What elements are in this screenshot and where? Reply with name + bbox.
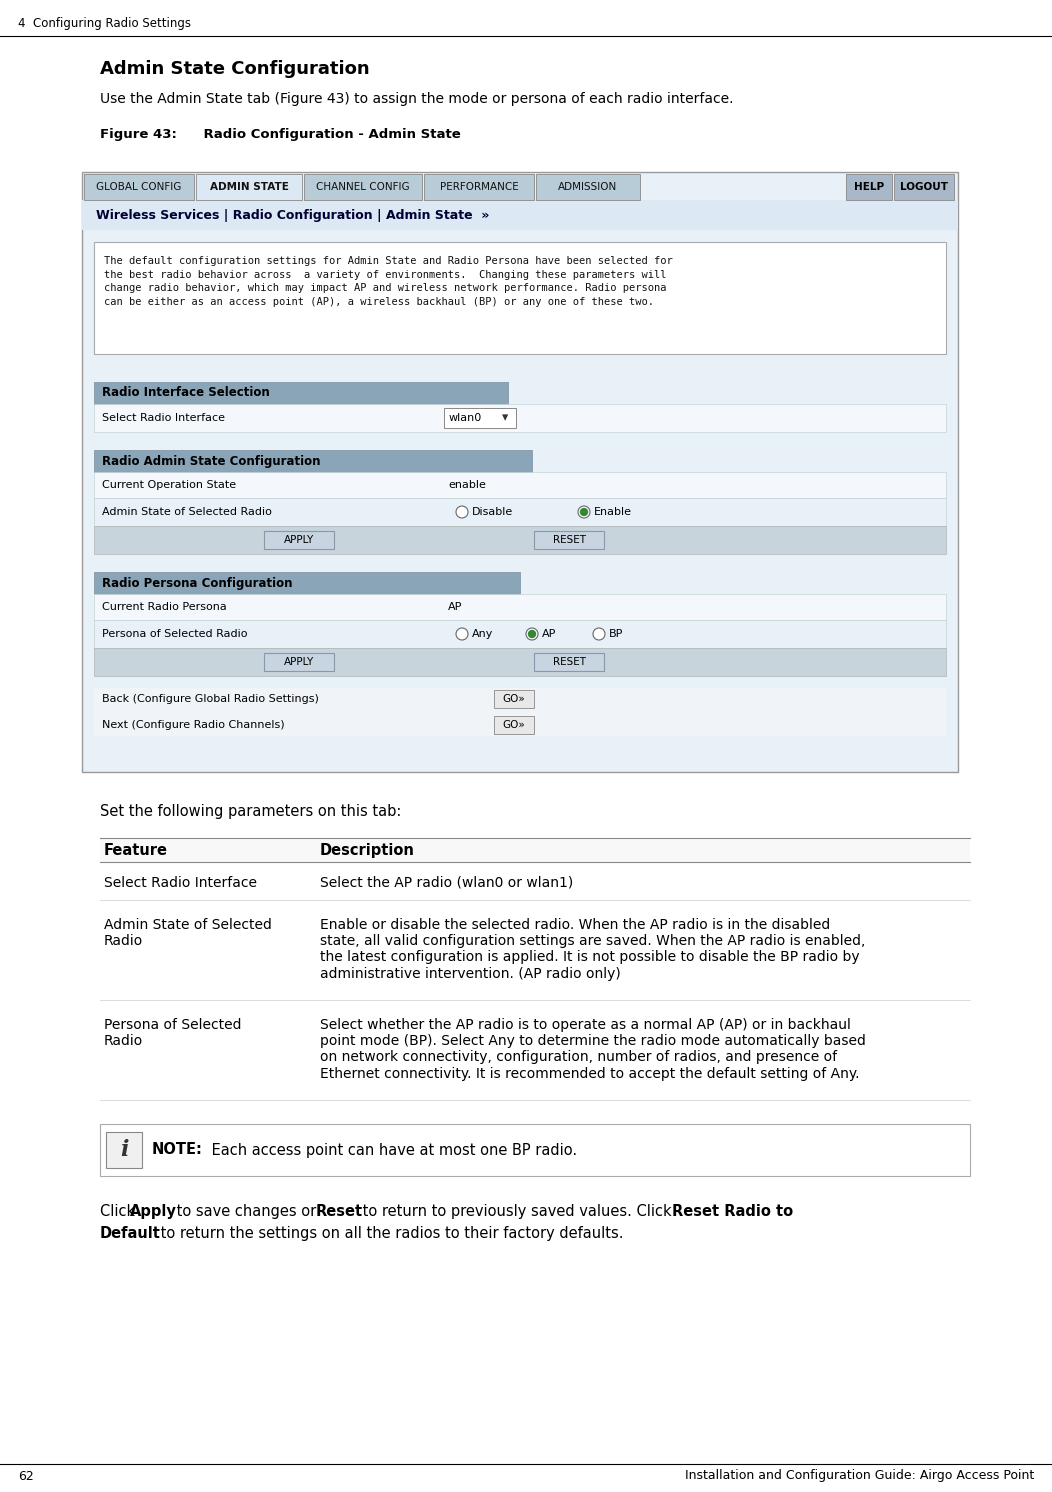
Text: to save changes or: to save changes or	[171, 1204, 321, 1219]
Text: Use the Admin State tab (Figure 43) to assign the mode or persona of each radio : Use the Admin State tab (Figure 43) to a…	[100, 93, 733, 106]
Circle shape	[526, 628, 538, 640]
Bar	[494, 716, 534, 734]
Bar	[196, 175, 302, 200]
Text: APPLY: APPLY	[284, 536, 315, 545]
Text: ADMIN STATE: ADMIN STATE	[209, 182, 288, 192]
Bar	[94, 404, 946, 433]
Bar	[94, 382, 508, 404]
Text: Click: Click	[100, 1204, 140, 1219]
Text: Figure 43:: Figure 43:	[100, 128, 177, 142]
Text: HELP: HELP	[854, 182, 884, 192]
Text: Enable: Enable	[594, 507, 632, 518]
Text: Current Operation State: Current Operation State	[102, 480, 236, 489]
Text: Select the AP radio (wlan0 or wlan1): Select the AP radio (wlan0 or wlan1)	[320, 876, 573, 891]
Bar	[494, 689, 534, 709]
Bar	[94, 451, 532, 471]
Text: Set the following parameters on this tab:: Set the following parameters on this tab…	[100, 804, 402, 819]
Text: Select whether the AP radio is to operate as a normal AP (AP) or in backhaul
poi: Select whether the AP radio is to operat…	[320, 1018, 866, 1080]
Bar	[94, 594, 946, 621]
Text: GO»: GO»	[503, 721, 525, 730]
Text: ▾: ▾	[502, 412, 508, 425]
Text: Radio Persona Configuration: Radio Persona Configuration	[102, 576, 292, 589]
Text: GLOBAL CONFIG: GLOBAL CONFIG	[97, 182, 182, 192]
Text: Default: Default	[100, 1226, 161, 1241]
Bar	[100, 1123, 970, 1176]
Bar	[444, 407, 515, 428]
Text: Persona of Selected Radio: Persona of Selected Radio	[102, 630, 247, 639]
Text: Apply: Apply	[130, 1204, 177, 1219]
Text: AP: AP	[448, 601, 463, 612]
Text: Reset: Reset	[316, 1204, 363, 1219]
Text: AP: AP	[542, 630, 557, 639]
Text: Reset Radio to: Reset Radio to	[672, 1204, 793, 1219]
Text: ADMISSION: ADMISSION	[559, 182, 618, 192]
Bar	[264, 531, 333, 549]
Bar	[82, 172, 958, 771]
Text: Wireless Services | Radio Configuration | Admin State  »: Wireless Services | Radio Configuration …	[96, 209, 489, 221]
Bar	[84, 175, 194, 200]
Text: RESET: RESET	[552, 656, 586, 667]
Text: PERFORMANCE: PERFORMANCE	[440, 182, 519, 192]
Text: Admin State of Selected
Radio: Admin State of Selected Radio	[104, 918, 271, 949]
Text: Description: Description	[320, 843, 414, 858]
Bar	[94, 621, 946, 648]
Text: to return the settings on all the radios to their factory defaults.: to return the settings on all the radios…	[156, 1226, 624, 1241]
Text: CHANNEL CONFIG: CHANNEL CONFIG	[317, 182, 410, 192]
Text: RESET: RESET	[552, 536, 586, 545]
Circle shape	[456, 506, 468, 518]
Bar	[94, 471, 946, 498]
Bar	[894, 175, 954, 200]
Text: NOTE:: NOTE:	[151, 1143, 203, 1158]
Bar	[94, 527, 946, 554]
Text: Select Radio Interface: Select Radio Interface	[102, 413, 225, 424]
Text: Admin State of Selected Radio: Admin State of Selected Radio	[102, 507, 271, 518]
Text: i: i	[120, 1138, 128, 1161]
Text: 4  Configuring Radio Settings: 4 Configuring Radio Settings	[18, 18, 191, 30]
Bar	[304, 175, 422, 200]
Bar	[534, 653, 604, 671]
Text: The default configuration settings for Admin State and Radio Persona have been s: The default configuration settings for A…	[104, 257, 672, 307]
Text: LOGOUT: LOGOUT	[901, 182, 948, 192]
Text: APPLY: APPLY	[284, 656, 315, 667]
Bar	[82, 200, 958, 230]
Bar	[424, 175, 534, 200]
Bar	[94, 648, 946, 676]
Circle shape	[581, 509, 587, 516]
Text: Select Radio Interface: Select Radio Interface	[104, 876, 257, 891]
Text: Back (Configure Global Radio Settings): Back (Configure Global Radio Settings)	[102, 694, 319, 704]
Bar	[94, 498, 946, 527]
Text: Enable or disable the selected radio. When the AP radio is in the disabled
state: Enable or disable the selected radio. Wh…	[320, 918, 866, 980]
Text: Next (Configure Radio Channels): Next (Configure Radio Channels)	[102, 721, 285, 730]
Text: Installation and Configuration Guide: Airgo Access Point: Installation and Configuration Guide: Ai…	[685, 1470, 1034, 1483]
Bar	[100, 839, 970, 862]
Bar	[264, 653, 333, 671]
Text: Current Radio Persona: Current Radio Persona	[102, 601, 227, 612]
Bar	[846, 175, 892, 200]
Text: Any: Any	[472, 630, 493, 639]
Text: Disable: Disable	[472, 507, 513, 518]
Circle shape	[528, 631, 535, 637]
Text: Radio Interface Selection: Radio Interface Selection	[102, 386, 269, 400]
Text: to return to previously saved values. Click: to return to previously saved values. Cl…	[358, 1204, 676, 1219]
Circle shape	[456, 628, 468, 640]
Text: Radio Configuration - Admin State: Radio Configuration - Admin State	[185, 128, 461, 142]
Text: BP: BP	[609, 630, 624, 639]
Bar	[534, 531, 604, 549]
Text: enable: enable	[448, 480, 486, 489]
Bar	[94, 688, 946, 736]
Text: GO»: GO»	[503, 694, 525, 704]
Text: Radio Admin State Configuration: Radio Admin State Configuration	[102, 455, 321, 467]
Text: Each access point can have at most one BP radio.: Each access point can have at most one B…	[207, 1143, 578, 1158]
Bar	[94, 242, 946, 354]
Bar	[94, 571, 520, 594]
Bar	[106, 1132, 142, 1168]
Text: wlan0: wlan0	[449, 413, 482, 424]
Text: 62: 62	[18, 1470, 34, 1483]
Bar	[537, 175, 640, 200]
Circle shape	[593, 628, 605, 640]
Circle shape	[578, 506, 590, 518]
Text: Admin State Configuration: Admin State Configuration	[100, 60, 369, 78]
Text: Persona of Selected
Radio: Persona of Selected Radio	[104, 1018, 242, 1049]
Text: Feature: Feature	[104, 843, 168, 858]
